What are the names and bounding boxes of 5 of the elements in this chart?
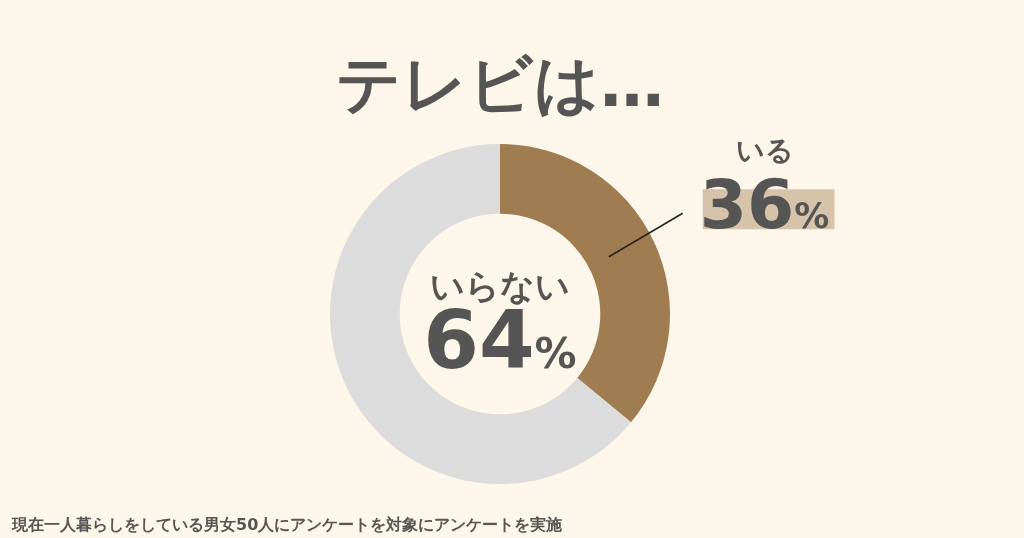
data-label: 36% <box>699 165 830 245</box>
slice-label: いる <box>735 134 794 168</box>
donut-slice <box>330 144 631 484</box>
chart-title: テレビは… <box>336 47 664 121</box>
text: 現在一人暮らしをしている男女50人にアンケートを対象にアンケートを実施 <box>11 515 564 534</box>
